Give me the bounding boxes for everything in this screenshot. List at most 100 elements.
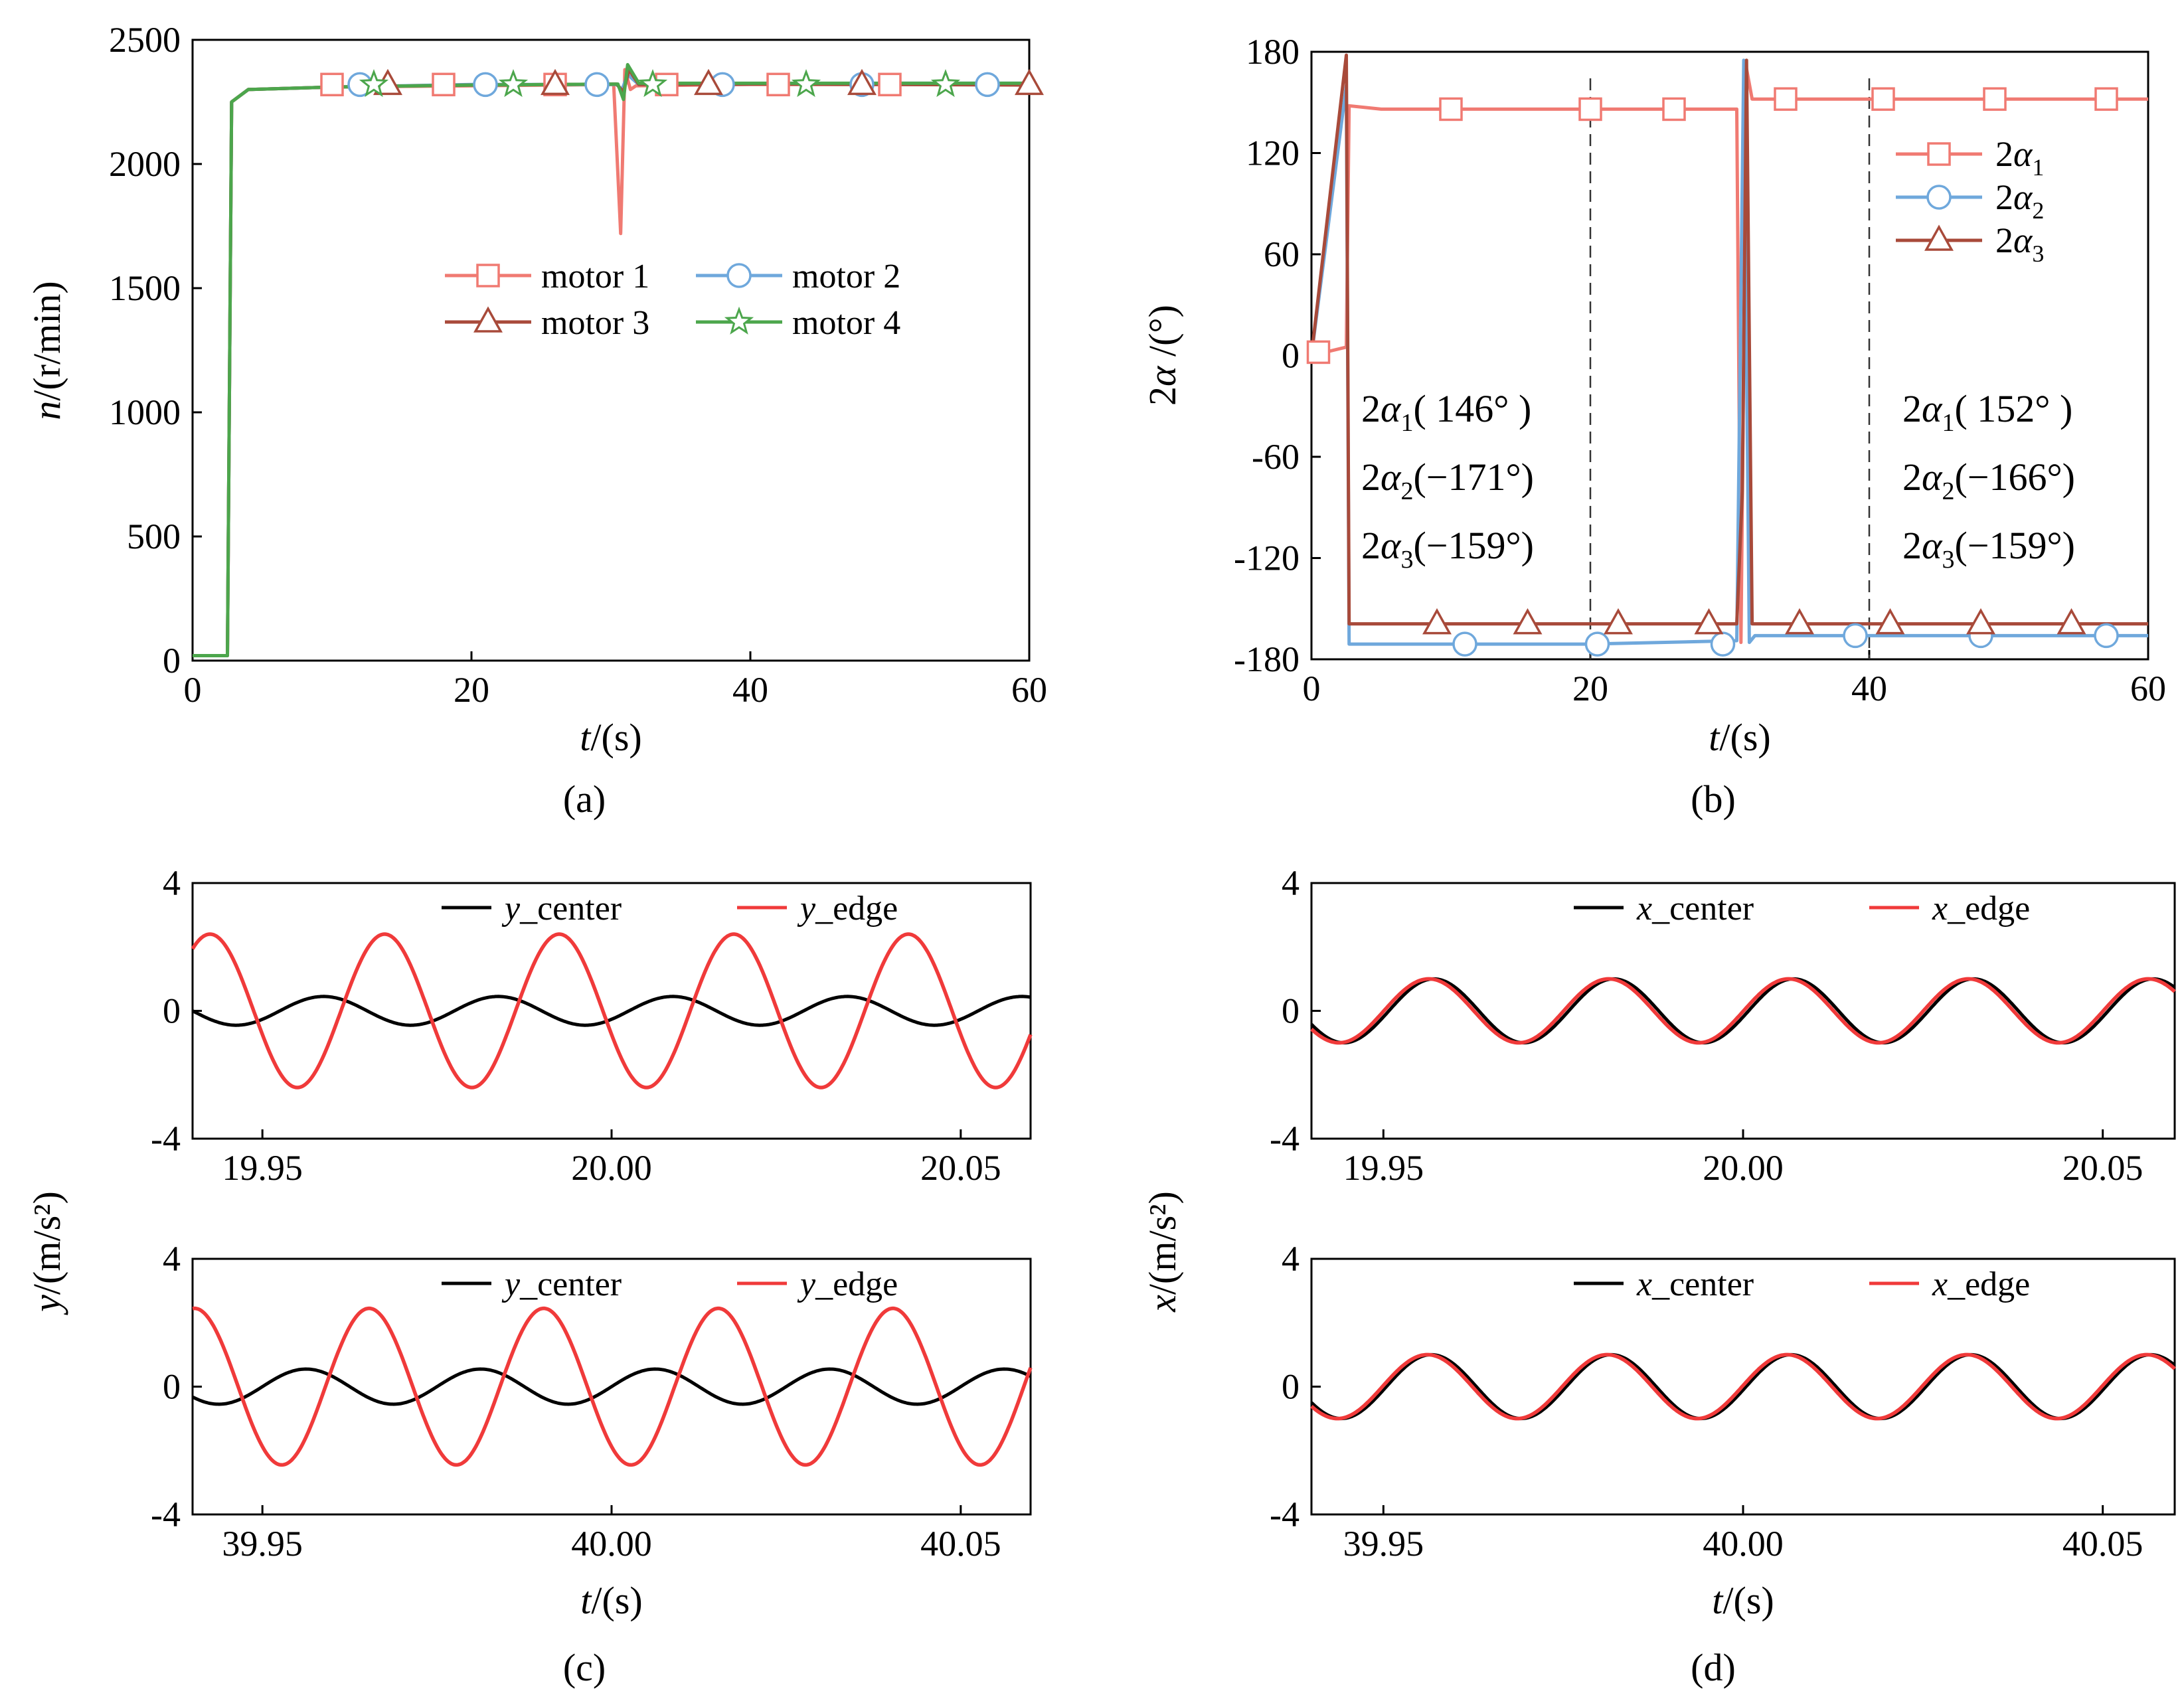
panel-a-marker	[637, 69, 668, 98]
panel-d-legend-label: x_edge	[1932, 890, 2030, 928]
panel-d-y-tick-label: -4	[1270, 1495, 1300, 1534]
panel-b-legend-label: 2α3	[1995, 220, 2044, 267]
panel-a-marker	[498, 69, 529, 98]
panel-c-series-line	[192, 1306, 1033, 1467]
panel-a-series-line	[193, 68, 1030, 657]
panel-b-marker	[1513, 608, 1543, 635]
panel-c-legend-label: y_edge	[797, 890, 898, 928]
panel-b-y-tick-label: -60	[1252, 437, 1300, 477]
panel-a-marker	[473, 72, 498, 98]
panel-a-marker	[878, 72, 902, 97]
panel-d-x-tick-label: 19.95	[1343, 1148, 1424, 1188]
panel-a-marker	[541, 68, 570, 96]
panel-b-marker	[1983, 87, 2007, 111]
panel-a-y-tick-label: 500	[127, 517, 181, 556]
panel-b-y-tick-label: 120	[1246, 133, 1300, 173]
panel-b-marker	[1694, 608, 1724, 635]
panel-b-y-tick-label: 0	[1282, 336, 1300, 376]
panel-a-x-tick-label: 60	[1011, 670, 1047, 710]
panel-b-annotation: 2α3(−159°)	[1361, 524, 1534, 574]
panel-a-ylabel: n/(r/min)	[25, 281, 68, 420]
panel-c-x-tick-label: 39.95	[222, 1524, 303, 1564]
panel-b-marker	[1871, 87, 1895, 111]
panel-d-y-tick-label: -4	[1270, 1119, 1300, 1159]
panel-b-marker	[1422, 608, 1452, 635]
panel-a-marker	[1015, 68, 1044, 96]
panel-c-xlabel: t/(s)	[580, 1579, 642, 1622]
panel-b-annotation: 2α2(−171°)	[1361, 455, 1534, 505]
panel-c-series-line	[191, 1367, 1032, 1406]
panel-d-legend-label: x_center	[1636, 890, 1754, 928]
panel-b-marker	[1452, 631, 1477, 657]
panel-c-legend-label: y_center	[501, 890, 622, 928]
panel-d-y-tick-label: 4	[1282, 1239, 1300, 1279]
panel-d-series-line	[1310, 1352, 2176, 1421]
panel-b-x-tick-label: 20	[1572, 669, 1608, 708]
panel-a-marker	[694, 68, 723, 96]
panel-a-frame	[191, 39, 1031, 662]
panel-b-xlabel: t/(s)	[1709, 716, 1770, 759]
panel-c-y-tick-label: -4	[151, 1119, 181, 1159]
panel-a-y-tick-label: 0	[163, 641, 181, 681]
caption-b: (b)	[1691, 777, 1736, 821]
panel-a-y-tick-label: 2000	[109, 144, 181, 184]
panel-a-x-tick-label: 40	[732, 670, 768, 710]
panel-b-x-tick-label: 60	[2130, 669, 2166, 708]
panel-a-marker	[930, 69, 961, 98]
panel-d-legend-label: x_center	[1636, 1265, 1754, 1303]
panel-a-legend-label: motor 3	[541, 304, 649, 342]
panel-b-marker	[1439, 97, 1463, 122]
panel-d-x-tick-label: 40.00	[1703, 1524, 1784, 1564]
panel-b-marker	[1966, 608, 1995, 635]
panel-c-series-line	[191, 932, 1033, 1090]
panel-b-y-tick-label: -120	[1234, 538, 1300, 578]
panel-d-ylabel: x/(m/s²)	[1141, 1191, 1184, 1313]
panel-a-x-tick-label: 0	[184, 670, 202, 710]
panel-c-series-line	[191, 995, 1031, 1027]
panel-d-x-tick-label: 20.05	[2062, 1148, 2143, 1188]
panel-a-marker	[766, 72, 790, 97]
panel-b-y-tick-label: 180	[1246, 32, 1300, 72]
panel-a-legend-marker	[726, 263, 752, 288]
panel-c-x-tick-label: 40.00	[571, 1524, 652, 1564]
panel-a-legend-label: motor 4	[792, 304, 900, 342]
panel-d-x-tick-label: 39.95	[1343, 1524, 1424, 1564]
panel-c-x-tick-label: 19.95	[222, 1148, 303, 1188]
panel-a-marker	[432, 72, 456, 97]
panel-a-xlabel: t/(s)	[580, 716, 641, 759]
panel-c-y-tick-label: 4	[163, 863, 181, 903]
caption-d: (d)	[1691, 1646, 1736, 1689]
panel-d-y-tick-label: 0	[1282, 991, 1300, 1031]
panel-c-x-tick-label: 40.05	[920, 1524, 1001, 1564]
panel-a-y-tick-label: 1000	[109, 392, 181, 432]
panel-b-marker	[1875, 608, 1905, 635]
panel-b-marker	[1710, 631, 1736, 657]
panel-c-legend-label: y_center	[501, 1265, 622, 1303]
panel-a-y-tick-label: 1500	[109, 268, 181, 308]
panel-a-marker	[320, 72, 344, 97]
panel-d-series-line	[1310, 1352, 2176, 1421]
panel-b-y-tick-label: 60	[1264, 234, 1300, 274]
panel-a-marker	[975, 72, 1000, 98]
panel-a-series-line	[193, 68, 1029, 657]
panel-b-marker	[1604, 608, 1633, 635]
panel-c-y-tick-label: -4	[151, 1495, 181, 1534]
caption-a: (a)	[562, 777, 606, 821]
caption-c: (c)	[562, 1646, 606, 1689]
panel-b-legend-label: 2α2	[1995, 177, 2044, 224]
panel-b-annotation: 2α1( 152° )	[1902, 387, 2072, 437]
panel-a-legend-label: motor 1	[541, 258, 649, 295]
panel-b-marker	[1785, 608, 1814, 635]
panel-b-marker	[1843, 623, 1868, 649]
panel-a-y-tick-label: 2500	[109, 20, 181, 60]
panel-d-xlabel: t/(s)	[1712, 1579, 1774, 1622]
panel-d-y-tick-label: 0	[1282, 1367, 1300, 1407]
panel-d-x-tick-label: 40.05	[2062, 1524, 2143, 1564]
panel-b-x-tick-label: 40	[1851, 669, 1887, 708]
panel-a-marker	[791, 69, 821, 98]
panel-b-ylabel: 2α /(°)	[1141, 305, 1184, 406]
panel-c-y-tick-label: 0	[163, 991, 181, 1031]
panel-c-x-tick-label: 20.05	[920, 1148, 1001, 1188]
panel-b-marker	[1578, 97, 1602, 122]
panel-b-legend-marker	[1927, 142, 1951, 166]
